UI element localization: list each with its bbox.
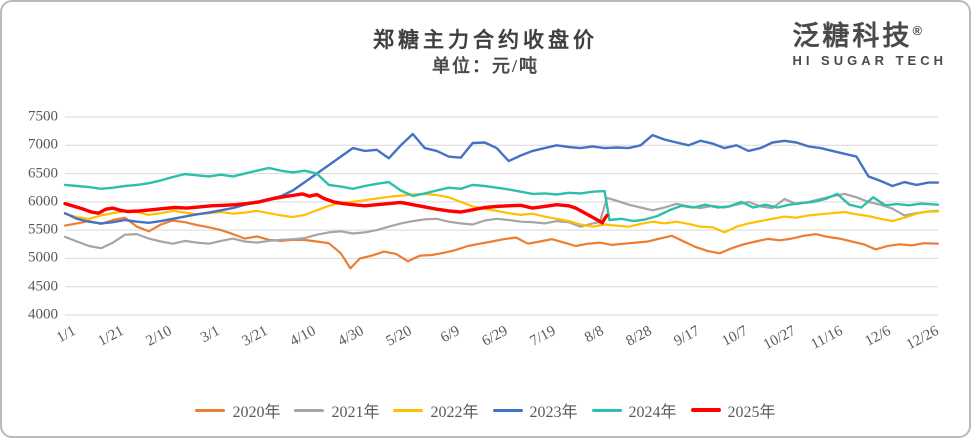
series-line-2022年 — [63, 192, 940, 234]
legend-item-2021年: 2021年 — [294, 398, 379, 422]
legend-label-2020年: 2020年 — [232, 404, 281, 421]
brand-name: 泛糖科技® — [792, 21, 923, 51]
chart-legend: 2020年 2021年 2022年 2023年 2024年 2025年 — [2, 398, 969, 422]
legend-swatch-2020年 — [195, 408, 226, 412]
legend-label-2023年: 2023年 — [529, 404, 578, 421]
y-tick-label-5000: 5000 — [28, 249, 58, 266]
series-line-2025年 — [63, 192, 609, 225]
legend-swatch-2023年 — [492, 408, 523, 412]
legend-item-2022年: 2022年 — [393, 398, 479, 422]
y-tick-label-7000: 7000 — [28, 136, 58, 153]
y-tick-label-6500: 6500 — [28, 165, 58, 182]
series-line-2021年 — [63, 192, 940, 250]
legend-label-2021年: 2021年 — [331, 404, 380, 421]
chart-subtitle: 单位：元/吨 — [431, 56, 539, 76]
y-tick-label-4000: 4000 — [28, 306, 58, 323]
y-tick-label-7500: 7500 — [28, 108, 58, 125]
legend-label-2025年: 2025年 — [727, 404, 776, 421]
legend-item-2025年: 2025年 — [690, 398, 776, 422]
y-tick-label-4500: 4500 — [28, 278, 58, 295]
legend-label-2024年: 2024年 — [628, 404, 677, 421]
brand-logo: 泛糖科技® HI SUGAR TECH — [792, 16, 947, 68]
legend-item-2020年: 2020年 — [195, 398, 280, 422]
legend-label-2022年: 2022年 — [430, 404, 479, 421]
legend-swatch-2024年 — [591, 408, 622, 412]
y-tick-label-5500: 5500 — [28, 221, 58, 238]
chart-title: 郑糖主力合约收盘价 — [373, 28, 598, 52]
y-tick-label-6000: 6000 — [28, 193, 58, 210]
series-line-2023年 — [63, 132, 940, 225]
series-line-2024年 — [63, 166, 940, 223]
legend-swatch-2021年 — [294, 408, 325, 412]
legend-swatch-2022年 — [393, 408, 424, 412]
legend-item-2023年: 2023年 — [492, 398, 578, 422]
legend-swatch-2025年 — [690, 408, 721, 412]
registered-trademark-icon: ® — [912, 23, 923, 38]
legend-item-2024年: 2024年 — [591, 398, 677, 422]
series-line-2020年 — [63, 216, 940, 270]
brand-tagline: HI SUGAR TECH — [792, 53, 947, 68]
